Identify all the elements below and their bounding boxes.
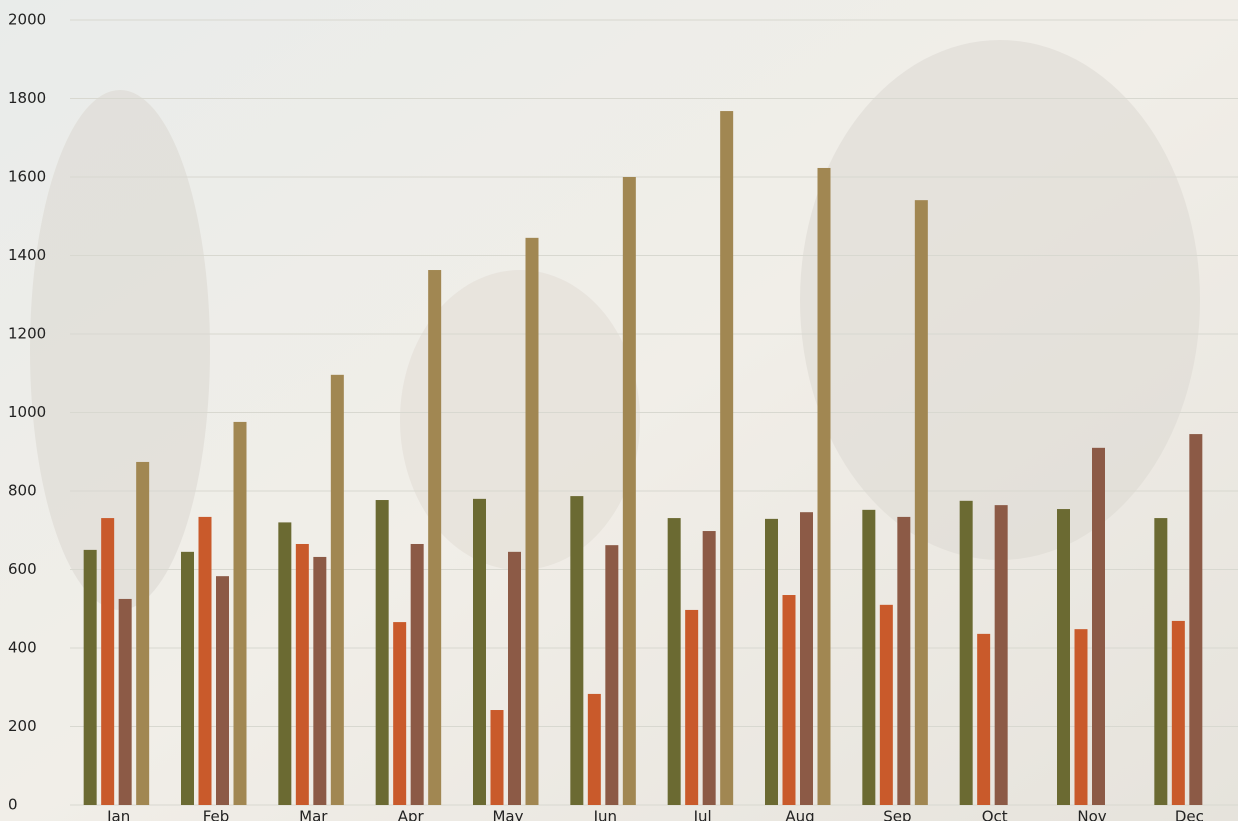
y-tick-label: 600 — [8, 560, 37, 578]
bar — [83, 549, 97, 805]
bar — [1092, 447, 1105, 805]
y-tick-label: 200 — [8, 717, 37, 735]
bar — [994, 505, 1008, 805]
bar — [897, 516, 911, 805]
x-tick-label: Jun — [593, 808, 617, 821]
bar — [1189, 434, 1203, 805]
bar — [375, 500, 389, 805]
x-tick-label: Apr — [398, 808, 425, 821]
bar — [879, 604, 893, 805]
background-figure — [30, 90, 210, 610]
bar — [295, 543, 309, 805]
bar — [959, 500, 973, 805]
bar — [473, 498, 486, 805]
y-tick-label: 1800 — [8, 89, 46, 107]
bar — [605, 545, 619, 805]
x-tick-label: Mar — [299, 808, 328, 821]
bar — [525, 237, 539, 805]
bar — [410, 543, 424, 805]
plot-area: 0 200 400 600 800 1000 1200 1400 1600 1800 2000 Jan… — [8, 11, 1238, 821]
background-figure — [800, 40, 1200, 560]
x-tick-label: Sep — [883, 808, 911, 821]
bar — [702, 531, 716, 805]
x-tick-label: Jul — [693, 808, 712, 821]
bar — [720, 111, 734, 805]
bar — [765, 518, 778, 805]
y-tick-label: 1400 — [8, 246, 46, 264]
bar — [278, 522, 292, 805]
bar — [1057, 509, 1070, 805]
bar — [101, 518, 115, 805]
x-tick-label: Aug — [785, 808, 814, 821]
y-tick-label: 1200 — [8, 325, 46, 343]
bar — [393, 622, 407, 805]
bar — [233, 421, 247, 805]
y-tick-label: 0 — [8, 796, 18, 814]
bar — [490, 710, 504, 805]
bar — [198, 516, 212, 805]
x-tick-label: Oct — [982, 808, 1008, 821]
bar — [1171, 620, 1185, 805]
x-tick-label: Feb — [203, 808, 230, 821]
y-tick-label: 1600 — [8, 168, 46, 186]
bar — [118, 598, 132, 805]
bar — [862, 509, 876, 805]
bar — [587, 693, 601, 805]
y-tick-label: 400 — [8, 639, 37, 657]
x-tick-label: Dec — [1175, 808, 1204, 821]
bar — [817, 167, 831, 805]
bar — [622, 177, 636, 805]
bar — [685, 609, 699, 805]
bar — [313, 556, 327, 805]
y-tick-label: 800 — [8, 482, 37, 500]
background-figure — [400, 270, 640, 570]
bar — [136, 461, 150, 805]
x-tick-label: Nov — [1077, 808, 1106, 821]
x-tick-label: May — [492, 808, 523, 821]
bar — [181, 551, 194, 805]
bar — [508, 551, 521, 805]
y-tick-label: 2000 — [8, 11, 46, 29]
y-tick-label: 1000 — [8, 403, 46, 421]
bar — [800, 512, 813, 805]
x-tick-label: Jan — [106, 808, 130, 821]
bar — [330, 374, 344, 805]
bar — [977, 633, 991, 805]
bar — [570, 496, 584, 805]
bar — [782, 595, 796, 805]
bar — [1074, 629, 1088, 805]
bar — [428, 270, 442, 806]
bar — [216, 576, 229, 805]
bar — [1154, 518, 1168, 805]
bar — [914, 200, 928, 806]
bar — [667, 518, 681, 805]
